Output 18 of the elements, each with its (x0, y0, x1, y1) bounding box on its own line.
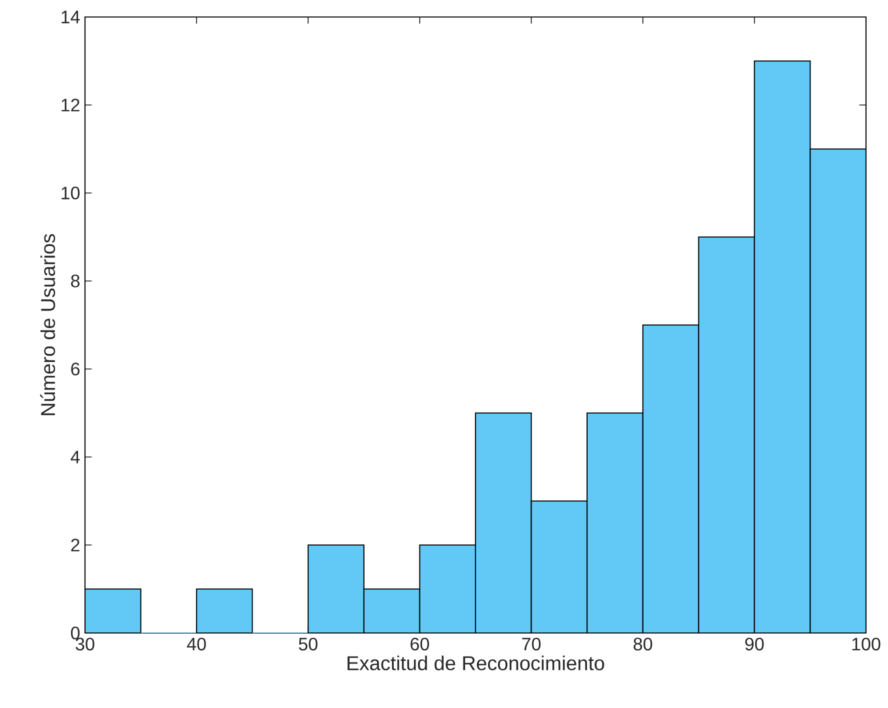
x-tick-label: 60 (410, 638, 430, 650)
y-tick-label: 6 (71, 362, 80, 376)
x-tick-label: 50 (298, 638, 318, 650)
y-tick-label: 8 (71, 274, 80, 288)
y-tick-label: 14 (62, 10, 80, 24)
x-tick-label: 100 (852, 638, 880, 650)
y-axis-title: Número de Usuarios (40, 234, 56, 416)
y-tick-label: 10 (62, 186, 80, 200)
y-tick-label: 12 (62, 98, 80, 112)
y-tick-label: 0 (70, 626, 80, 640)
x-tick-label: 40 (186, 638, 206, 650)
y-tick-label: 4 (70, 450, 80, 464)
x-tick-label: 90 (745, 638, 764, 650)
x-tick-label: 30 (76, 638, 94, 650)
x-tick-label: 70 (522, 638, 541, 650)
x-axis-title: Exactitud de Reconocimiento (348, 656, 604, 670)
x-tick-label: 80 (634, 638, 652, 650)
y-tick-label: 2 (71, 538, 80, 552)
